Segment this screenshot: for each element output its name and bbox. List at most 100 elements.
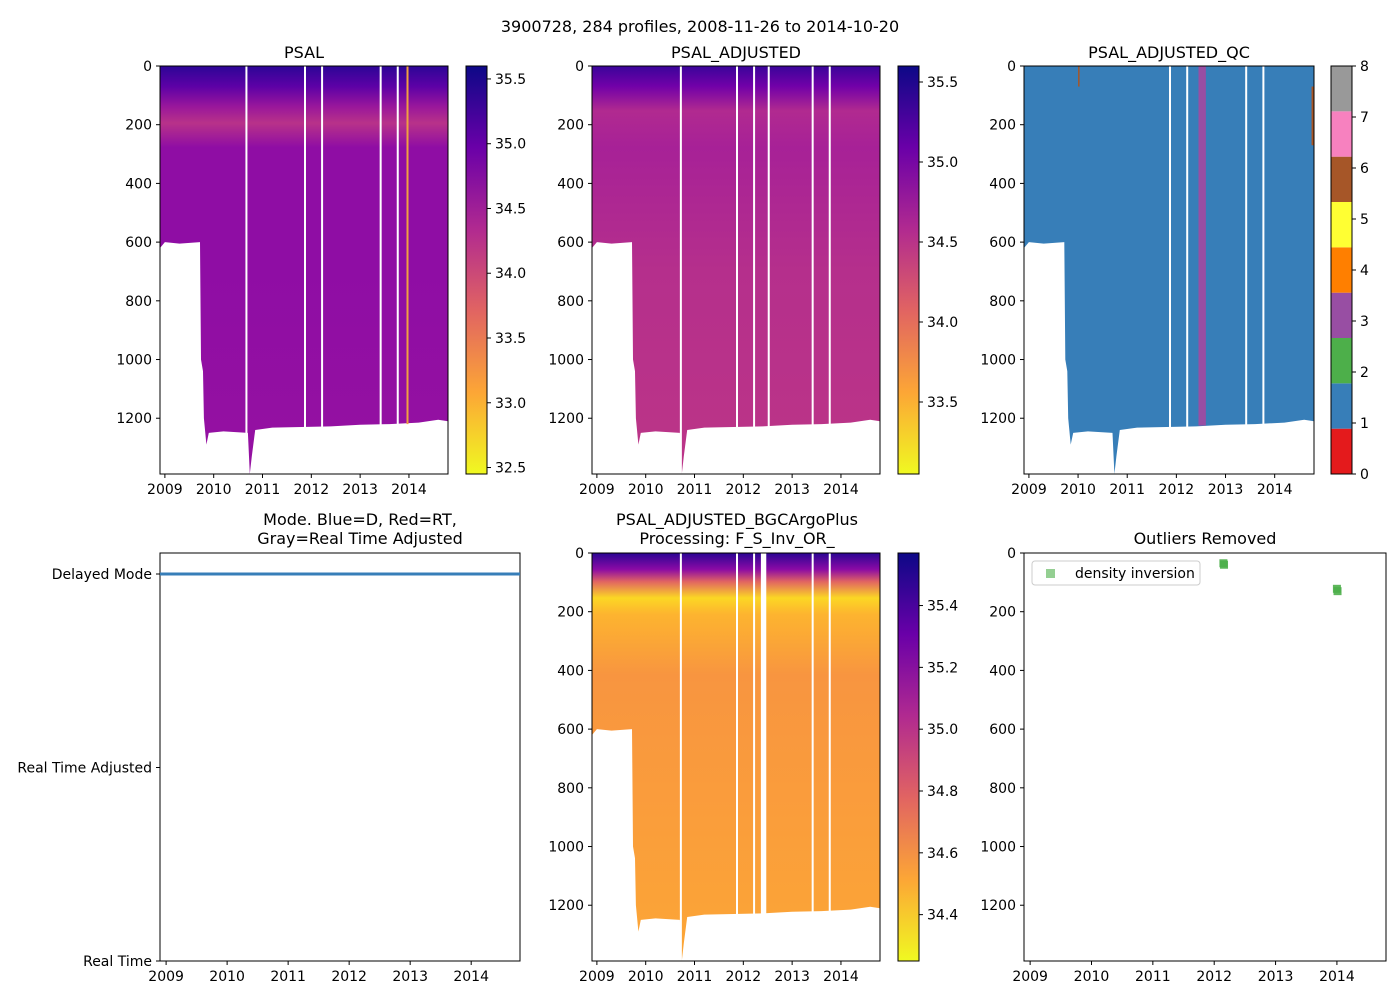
qc-xtick-label: 2014 [1257, 482, 1293, 498]
psal-ytick-label: 800 [125, 294, 152, 310]
psal-xtick-label: 2013 [342, 482, 378, 498]
bgc-ytick-label: 200 [557, 605, 584, 621]
outliers-ytick-label: 0 [1007, 546, 1016, 562]
qc-colorbar-segment [1331, 338, 1352, 384]
psal-adjusted-data-gap [753, 66, 756, 474]
outliers-legend-box [1031, 560, 1201, 586]
bgc-data-gap [828, 553, 831, 961]
bgc-heatmap [592, 553, 880, 961]
mode-ytick-label: Delayed Mode [52, 567, 152, 583]
bgc-ytick-label: 0 [575, 546, 584, 562]
qc-colorbar-label: 1 [1360, 416, 1369, 432]
psal-adjusted-xtick-label: 2014 [823, 482, 859, 498]
psal-adjusted-ytick-label: 1200 [548, 411, 584, 427]
qc-colorbar-segment [1331, 111, 1352, 157]
psal-adjusted-ytick-label: 200 [557, 118, 584, 134]
psal-adjusted-xtick-label: 2009 [579, 482, 615, 498]
figure-title: 3900728, 284 profiles, 2008-11-26 to 201… [501, 17, 899, 36]
outlier-point [1333, 587, 1342, 596]
psal-colorbar-label: 35.5 [495, 72, 526, 88]
psal-colorbar-label: 34.5 [495, 201, 526, 217]
psal-adjusted-colorbar-label: 35.5 [927, 75, 958, 91]
mode-frame [159, 552, 521, 962]
qc-ytick-label: 1200 [980, 411, 1016, 427]
bgc-title-line1: PSAL_ADJUSTED_BGCArgoPlus [616, 510, 858, 530]
psal-adjusted-xtick-label: 2011 [677, 482, 713, 498]
psal-colorbar-label: 34.0 [495, 266, 526, 282]
bgc-title-line2: Processing: F_S_Inv_OR_ [639, 529, 835, 549]
outliers-xtick-label: 2012 [1196, 969, 1232, 985]
mode-xtick-label: 2014 [453, 969, 489, 985]
outliers-xtick-label: 2014 [1319, 969, 1355, 985]
qc-frame [1023, 65, 1315, 475]
qc-ytick-label: 800 [989, 294, 1016, 310]
bgc-colorbar-label: 35.0 [927, 722, 958, 738]
psal-frame [159, 65, 449, 475]
qc-data-gap [1186, 66, 1189, 474]
psal-adjusted-data-gap [811, 66, 814, 474]
mode-xtick-label: 2011 [270, 969, 306, 985]
bgc-ytick-label: 1200 [548, 898, 584, 914]
bgc-ytick-label: 600 [557, 722, 584, 738]
qc-colorbar-label: 3 [1360, 314, 1369, 330]
bgc-colorbar [897, 552, 920, 962]
bgc-data-gap [753, 553, 756, 961]
psal-xtick-label: 2012 [294, 482, 330, 498]
qc-colorbar-segment [1331, 383, 1352, 429]
qc-flag6-mark [1078, 66, 1080, 87]
psal-adjusted-title: PSAL_ADJUSTED [671, 43, 801, 63]
qc-flag3-band [1198, 66, 1206, 426]
psal-adjusted-xtick-label: 2012 [726, 482, 762, 498]
qc-xtick-label: 2013 [1208, 482, 1244, 498]
psal-data-gap [245, 66, 248, 474]
qc-colorbar-label: 5 [1360, 212, 1369, 228]
psal-adjusted-ytick-label: 800 [557, 294, 584, 310]
outliers-xtick-label: 2009 [1012, 969, 1048, 985]
psal-adjusted-colorbar-label: 33.5 [927, 395, 958, 411]
bgc-data-gap [811, 553, 814, 961]
bgc-xtick-label: 2012 [726, 969, 762, 985]
outliers-frame [1023, 552, 1387, 962]
psal-xtick-label: 2009 [147, 482, 183, 498]
qc-colorbar-label: 0 [1360, 467, 1369, 483]
outliers-ytick-label: 1200 [980, 898, 1016, 914]
bgc-colorbar-label: 35.2 [927, 660, 958, 676]
bgc-colorbar-label: 34.4 [927, 908, 958, 924]
mode-xtick-label: 2013 [392, 969, 428, 985]
psal-heatmap [160, 66, 448, 474]
outliers-title: Outliers Removed [1134, 529, 1277, 548]
qc-xtick-label: 2010 [1060, 482, 1096, 498]
outliers-legend-marker [1046, 569, 1055, 578]
outliers-ytick-label: 400 [989, 663, 1016, 679]
qc-ytick-label: 0 [1007, 59, 1016, 75]
outliers-xtick-label: 2013 [1258, 969, 1294, 985]
psal-colorbar-label: 33.5 [495, 331, 526, 347]
bgc-xtick-label: 2013 [774, 969, 810, 985]
bgc-data-gap [736, 553, 738, 961]
psal-xtick-label: 2010 [196, 482, 232, 498]
bgc-xtick-label: 2014 [823, 969, 859, 985]
mode-xtick-label: 2009 [148, 969, 184, 985]
psal-ytick-label: 400 [125, 176, 152, 192]
psal-colorbar [465, 65, 488, 475]
outliers-ytick-label: 800 [989, 781, 1016, 797]
psal-adjusted-ytick-label: 400 [557, 176, 584, 192]
mode-xtick-label: 2012 [331, 969, 367, 985]
psal-adjusted-data-gap [736, 66, 738, 474]
psal-ytick-label: 1200 [116, 411, 152, 427]
psal-xtick-label: 2011 [245, 482, 281, 498]
psal-adjusted-data-gap [767, 66, 770, 474]
bgc-data-gap [679, 553, 682, 961]
mode-title-line1: Mode. Blue=D, Red=RT, [263, 510, 457, 529]
qc-heatmap [1024, 66, 1314, 474]
qc-colorbar-segment [1331, 66, 1352, 112]
psal-ytick-label: 1000 [116, 353, 152, 369]
qc-xtick-label: 2012 [1159, 482, 1195, 498]
bgc-xtick-label: 2010 [628, 969, 664, 985]
psal-adjusted-xtick-label: 2013 [774, 482, 810, 498]
qc-flag6-mark [1311, 86, 1314, 146]
psal-ytick-label: 200 [125, 118, 152, 134]
bgc-ytick-label: 800 [557, 781, 584, 797]
bgc-ytick-label: 400 [557, 663, 584, 679]
